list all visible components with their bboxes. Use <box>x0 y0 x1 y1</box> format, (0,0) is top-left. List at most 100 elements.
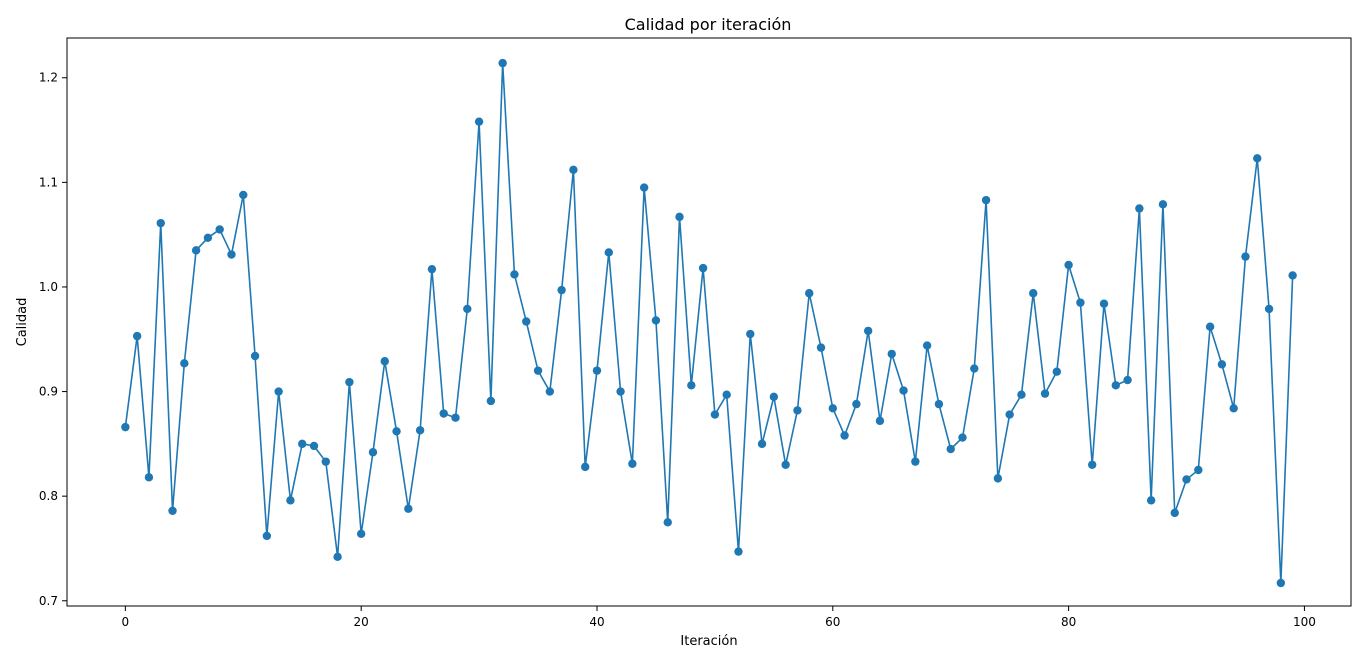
x-tick-label: 100 <box>1293 615 1316 629</box>
data-point <box>298 439 307 449</box>
data-point <box>1088 460 1097 469</box>
y-tick-label: 0.9 <box>39 385 58 399</box>
data-point <box>274 387 283 396</box>
x-axis: 0 20 40 60 80 100 <box>122 606 1316 629</box>
data-point <box>946 444 955 454</box>
data-point <box>1205 322 1215 331</box>
data-point <box>132 331 142 341</box>
data-point <box>286 496 295 505</box>
data-point <box>875 416 885 426</box>
data-point <box>1241 252 1250 261</box>
data-point <box>356 529 366 539</box>
data-point <box>1029 289 1038 298</box>
data-point <box>439 409 448 418</box>
data-point <box>746 329 755 339</box>
data-point <box>628 459 637 468</box>
data-point <box>970 364 979 373</box>
data-point <box>427 264 437 274</box>
data-point <box>345 377 354 387</box>
data-point <box>651 316 661 325</box>
data-point <box>474 117 484 126</box>
data-point <box>781 460 790 469</box>
data-point <box>1229 404 1238 413</box>
data-point <box>710 410 720 419</box>
data-point <box>793 406 802 415</box>
y-tick-label: 0.8 <box>39 489 58 503</box>
data-point <box>840 431 849 440</box>
data-point <box>250 351 260 361</box>
data-point <box>262 531 272 541</box>
data-point <box>1194 465 1203 475</box>
data-point <box>1076 298 1085 307</box>
data-point <box>934 399 944 409</box>
data-point <box>922 341 932 350</box>
data-point <box>203 233 213 242</box>
chart-title: Calidad por iteración <box>625 15 792 34</box>
data-point <box>1111 381 1120 390</box>
y-tick-label: 0.7 <box>39 594 58 608</box>
series-line <box>124 63 1294 584</box>
data-point <box>1170 508 1179 518</box>
data-point <box>1135 204 1144 213</box>
x-tick-label: 60 <box>825 615 840 629</box>
data-point <box>392 427 401 436</box>
y-axis: 0.7 0.8 0.9 1.0 1.1 1.2 <box>39 71 67 608</box>
data-point <box>663 518 672 527</box>
data-point <box>380 357 389 366</box>
data-point <box>757 439 767 449</box>
y-tick-label: 1.2 <box>39 71 58 85</box>
data-point <box>1264 304 1274 314</box>
data-point <box>227 250 236 259</box>
data-point <box>1099 299 1109 308</box>
data-point <box>816 343 826 352</box>
data-point <box>522 317 531 326</box>
data-point <box>1040 389 1050 398</box>
x-tick-label: 0 <box>122 615 130 629</box>
data-point <box>215 225 224 234</box>
data-point <box>415 426 425 435</box>
data-point <box>734 547 743 556</box>
data-point <box>144 473 154 482</box>
data-point <box>981 195 991 205</box>
data-point <box>1017 390 1026 399</box>
x-tick-label: 20 <box>354 615 369 629</box>
data-point <box>404 504 413 513</box>
data-point <box>545 387 555 396</box>
data-point <box>1217 360 1227 369</box>
plot-frame <box>66 37 1352 607</box>
y-tick-label: 1.0 <box>39 280 58 294</box>
x-tick-label: 40 <box>589 615 604 629</box>
y-tick-label: 1.1 <box>39 175 58 189</box>
data-point <box>592 366 602 375</box>
data-point <box>698 263 708 273</box>
y-axis-label: Calidad <box>15 298 30 347</box>
data-point <box>1123 375 1132 385</box>
data-point <box>604 248 613 257</box>
data-point <box>168 506 177 516</box>
data-point <box>486 396 496 406</box>
data-point <box>616 387 625 396</box>
data-point <box>1064 260 1073 270</box>
data-point <box>769 392 779 401</box>
data-point <box>675 212 684 222</box>
data-point <box>863 326 873 336</box>
data-point <box>828 404 837 413</box>
data-point <box>321 457 330 466</box>
data-point <box>911 457 920 466</box>
data-point <box>451 413 460 422</box>
data-point <box>687 381 696 390</box>
data-point <box>1253 154 1262 163</box>
data-point <box>805 289 814 298</box>
x-axis-label: Iteración <box>680 634 737 649</box>
data-point <box>121 422 130 432</box>
data-point <box>1158 200 1168 209</box>
data-point <box>180 359 189 368</box>
data-point <box>1052 367 1062 376</box>
data-point <box>852 399 861 409</box>
data-point <box>993 474 1003 483</box>
plot-area <box>121 58 1297 588</box>
data-point <box>463 304 472 314</box>
data-point <box>1288 271 1297 280</box>
data-point <box>1146 496 1156 505</box>
